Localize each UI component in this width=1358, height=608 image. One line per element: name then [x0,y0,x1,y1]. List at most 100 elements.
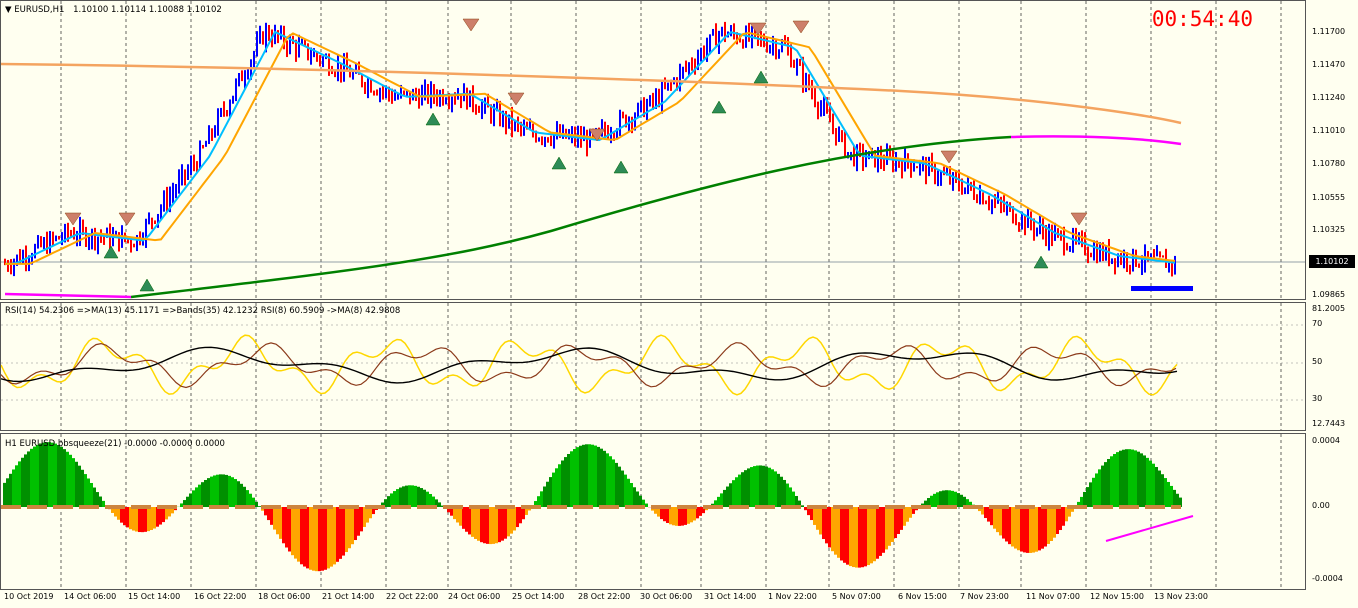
histogram-bar [417,486,420,507]
histogram-bar [414,485,417,507]
histogram-bar [474,507,477,539]
histogram-bar [471,507,474,537]
time-label: 31 Oct 14:00 [704,592,757,601]
histogram-bar [84,474,87,507]
histogram-bar [291,507,294,556]
histogram-bar [318,507,321,572]
histogram-bar [384,499,387,507]
histogram-bar [225,474,228,507]
histogram-bar [738,474,741,507]
histogram-bar [39,443,42,507]
ma-mid-line [5,31,1176,265]
histogram-bar [150,507,153,531]
histogram-bar [237,481,240,507]
histogram-bar [930,495,933,507]
histogram-bar [147,507,150,532]
histogram-bar [924,500,927,507]
histogram-bar [861,507,864,568]
histogram-bar [504,507,507,539]
histogram-bar [396,489,399,507]
histogram-bar [1110,456,1113,507]
histogram-bar [582,444,585,507]
histogram-bar [723,489,726,507]
symbol-header: ▼ EURUSD,H1 1.10100 1.10114 1.10088 1.10… [5,5,222,15]
histogram-bar [381,502,384,507]
histogram-bar [519,507,522,524]
histogram-bar [615,462,618,507]
histogram-bar [1161,474,1164,507]
histogram-bar [258,506,261,507]
rsi-tick: 81.2005 [1312,304,1346,313]
price-tick: 1.11700 [1312,27,1346,36]
histogram-bar [795,495,798,507]
histogram-bar [762,465,765,507]
histogram-bar [1056,507,1059,534]
sell-arrow-icon [588,128,606,142]
histogram-bar [498,507,501,543]
histogram-bar [99,496,102,507]
histogram-bar [567,453,570,507]
histogram-bar [459,507,462,526]
rsi-pane[interactable]: RSI(14) 54.2306 =>MA(13) 45.1171 =>Bands… [0,302,1306,431]
price-chart-svg [1,1,1305,299]
histogram-bar [573,449,576,507]
histogram-bar [633,487,636,507]
histogram-bar [3,482,6,507]
histogram-bar [525,507,528,515]
bbsqueeze-pane[interactable]: H1 EURUSD bbsqueeze(21) -0.0000 -0.0000 … [0,433,1306,590]
histogram-bar [735,477,738,507]
histogram-bar [57,445,60,507]
histogram-bar [870,507,873,564]
histogram-bar [561,460,564,507]
histogram-bar [1167,481,1170,507]
histogram-bar [81,469,84,507]
histogram-bar [1077,501,1080,507]
histogram-bar [297,507,300,562]
histogram-bar [231,477,234,507]
dropdown-triangle-icon[interactable]: ▼ [5,5,12,15]
histogram-bar [678,507,681,526]
price-pane[interactable]: ▼ EURUSD,H1 1.10100 1.10114 1.10088 1.10… [0,0,1306,300]
histogram-bar [882,507,885,553]
histogram-bar [411,485,414,507]
histogram-bar [405,485,408,507]
histogram-bar [351,507,354,545]
histogram-bar [534,501,537,507]
histogram-bar [186,496,189,507]
histogram-bar [327,507,330,569]
histogram-bar [1104,462,1107,507]
histogram-bar [48,442,51,507]
time-label: 7 Nov 23:00 [960,592,1009,601]
histogram-bar [729,483,732,507]
histogram-bar [324,507,327,570]
histogram-bar [591,444,594,507]
histogram-bar [78,465,81,507]
histogram-bar [927,498,930,507]
histogram-bar [453,507,456,520]
histogram-bar [732,480,735,507]
histogram-bar [1071,507,1074,512]
price-tick: 1.09865 [1312,290,1346,299]
histogram-bar [687,507,690,524]
histogram-bar [1011,507,1014,547]
histogram-bar [627,478,630,507]
histogram-bar [663,507,666,522]
time-label: 28 Oct 22:00 [578,592,631,601]
histogram-bar [588,444,591,507]
histogram-bar [801,505,804,507]
histogram-bar [564,457,567,507]
histogram-bar [669,507,672,525]
histogram-bar [810,507,813,521]
histogram-bar [999,507,1002,536]
price-scale[interactable]: 1.11700 1.11470 1.11240 1.11010 1.10780 … [1306,0,1358,300]
histogram-bar [759,465,762,507]
histogram-bar [513,507,516,531]
histogram-bar [1158,470,1161,507]
histogram-bar [483,507,486,544]
histogram-bar [75,461,78,507]
time-label: 25 Oct 14:00 [512,592,565,601]
price-tick: 1.11470 [1312,60,1346,69]
histogram-bar [447,507,450,513]
histogram-bar [1086,487,1089,507]
